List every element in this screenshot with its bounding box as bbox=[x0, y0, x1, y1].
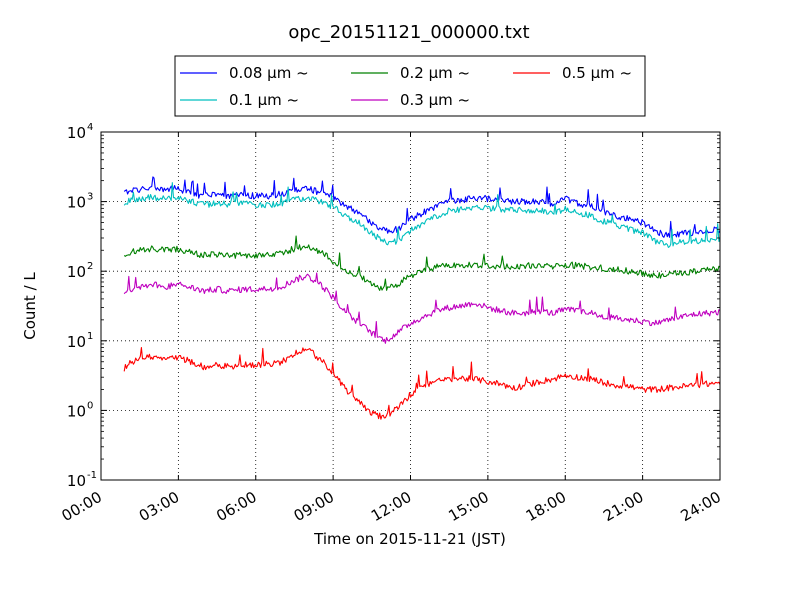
y-tick-base: 10 bbox=[67, 194, 86, 212]
y-tick-base: 10 bbox=[67, 402, 86, 420]
y-tick-label: 10 bbox=[67, 124, 86, 142]
series-line bbox=[123, 347, 721, 420]
y-tick-base: 10 bbox=[67, 263, 86, 281]
legend-label: 0.3 μm ~ bbox=[400, 91, 470, 109]
series-line bbox=[123, 176, 721, 238]
legend: 0.08 μm ~ 0.1 μm ~ 0.2 μm ~ 0.3 μm ~ 0.5 μm … bbox=[174, 55, 646, 117]
series-lines bbox=[123, 176, 721, 420]
y-tick-exponent: 0 bbox=[87, 400, 93, 411]
legend-label: 0.1 μm ~ bbox=[229, 91, 299, 109]
y-tick-exponent: 2 bbox=[87, 261, 93, 272]
y-axis-label: Count / L bbox=[21, 272, 39, 340]
legend-box bbox=[174, 55, 646, 117]
y-tick-label: 10 bbox=[67, 402, 86, 420]
y-tick-base: 10 bbox=[67, 333, 86, 351]
y-tick-base: 10 bbox=[67, 124, 86, 142]
y-tick-exponent: 1 bbox=[87, 331, 93, 342]
legend-label: 0.2 μm ~ bbox=[400, 64, 470, 82]
plot-area bbox=[100, 131, 721, 481]
legend-label: 0.5 μm ~ bbox=[562, 64, 632, 82]
series-line bbox=[123, 182, 721, 248]
y-tick-label: 10 bbox=[67, 472, 86, 490]
series-line bbox=[123, 235, 721, 291]
series-line bbox=[123, 272, 721, 344]
y-tick-base: 10 bbox=[67, 472, 86, 490]
legend-label: 0.08 μm ~ bbox=[229, 64, 309, 82]
y-tick-label: 10 bbox=[67, 194, 86, 212]
x-axis-label: Time on 2015-11-21 (JST) bbox=[313, 530, 506, 548]
y-tick-exponent: -1 bbox=[87, 470, 97, 481]
y-tick-label: 10 bbox=[67, 263, 86, 281]
chart-title: opc_20151121_000000.txt bbox=[288, 22, 529, 43]
y-tick-exponent: 3 bbox=[87, 192, 93, 203]
y-tick-exponent: 4 bbox=[87, 122, 93, 133]
axis-ticks bbox=[100, 131, 721, 481]
y-tick-label: 10 bbox=[67, 333, 86, 351]
